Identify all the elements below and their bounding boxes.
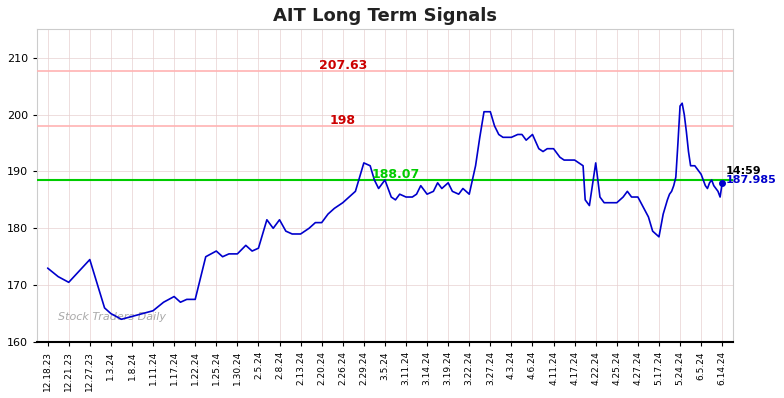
Text: 207.63: 207.63 [318,59,367,72]
Title: AIT Long Term Signals: AIT Long Term Signals [273,7,497,25]
Text: 187.985: 187.985 [725,175,776,185]
Text: 188.07: 188.07 [372,168,419,181]
Text: 198: 198 [330,114,356,127]
Text: Stock Traders Daily: Stock Traders Daily [58,312,166,322]
Text: 14:59: 14:59 [725,166,761,176]
